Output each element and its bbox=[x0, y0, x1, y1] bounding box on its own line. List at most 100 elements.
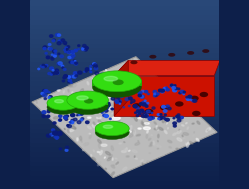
Ellipse shape bbox=[137, 134, 140, 136]
Ellipse shape bbox=[147, 116, 152, 119]
Bar bbox=[30, 33, 219, 38]
Bar bbox=[30, 165, 219, 170]
Ellipse shape bbox=[142, 90, 144, 92]
Ellipse shape bbox=[68, 79, 71, 82]
Ellipse shape bbox=[173, 125, 176, 127]
Ellipse shape bbox=[160, 105, 168, 110]
Ellipse shape bbox=[149, 145, 152, 147]
Ellipse shape bbox=[186, 123, 187, 124]
Ellipse shape bbox=[181, 90, 184, 93]
Ellipse shape bbox=[110, 89, 113, 91]
Ellipse shape bbox=[84, 99, 93, 104]
Ellipse shape bbox=[173, 122, 176, 125]
Ellipse shape bbox=[100, 73, 104, 76]
Ellipse shape bbox=[93, 86, 96, 89]
Ellipse shape bbox=[47, 134, 51, 137]
Ellipse shape bbox=[51, 114, 52, 116]
Ellipse shape bbox=[70, 106, 72, 107]
Ellipse shape bbox=[55, 53, 57, 54]
Ellipse shape bbox=[147, 102, 149, 104]
Ellipse shape bbox=[144, 115, 147, 117]
Ellipse shape bbox=[65, 149, 68, 151]
Ellipse shape bbox=[102, 82, 106, 84]
Ellipse shape bbox=[113, 79, 118, 81]
Ellipse shape bbox=[176, 148, 178, 149]
Ellipse shape bbox=[70, 121, 74, 124]
Ellipse shape bbox=[188, 95, 192, 98]
Ellipse shape bbox=[53, 133, 56, 135]
Ellipse shape bbox=[58, 108, 61, 112]
Ellipse shape bbox=[58, 40, 62, 43]
Bar bbox=[30, 118, 219, 123]
Bar bbox=[30, 66, 219, 71]
Bar bbox=[30, 109, 219, 113]
Ellipse shape bbox=[51, 74, 52, 75]
Ellipse shape bbox=[73, 60, 75, 61]
Ellipse shape bbox=[97, 78, 99, 80]
Ellipse shape bbox=[138, 92, 141, 94]
Ellipse shape bbox=[141, 121, 143, 124]
Bar bbox=[30, 137, 219, 142]
Ellipse shape bbox=[163, 87, 167, 90]
Ellipse shape bbox=[136, 84, 138, 85]
Bar bbox=[30, 156, 219, 161]
Ellipse shape bbox=[42, 64, 45, 66]
Bar bbox=[30, 170, 219, 175]
Ellipse shape bbox=[90, 98, 97, 101]
Ellipse shape bbox=[145, 109, 153, 114]
Ellipse shape bbox=[166, 118, 169, 121]
Ellipse shape bbox=[74, 49, 77, 52]
Ellipse shape bbox=[118, 85, 120, 87]
Ellipse shape bbox=[140, 103, 142, 105]
Ellipse shape bbox=[129, 134, 133, 137]
Ellipse shape bbox=[111, 121, 113, 125]
Polygon shape bbox=[114, 76, 214, 116]
Ellipse shape bbox=[45, 66, 46, 67]
Ellipse shape bbox=[77, 138, 78, 141]
Ellipse shape bbox=[68, 56, 71, 59]
Ellipse shape bbox=[136, 110, 140, 112]
Ellipse shape bbox=[109, 78, 110, 79]
Ellipse shape bbox=[153, 141, 155, 145]
Ellipse shape bbox=[54, 54, 57, 56]
Ellipse shape bbox=[62, 67, 64, 68]
Ellipse shape bbox=[197, 121, 200, 124]
Ellipse shape bbox=[104, 157, 108, 159]
Ellipse shape bbox=[143, 103, 144, 104]
Ellipse shape bbox=[88, 69, 91, 70]
Ellipse shape bbox=[74, 63, 77, 65]
Ellipse shape bbox=[94, 66, 97, 68]
Ellipse shape bbox=[164, 130, 167, 134]
Ellipse shape bbox=[171, 84, 173, 86]
Ellipse shape bbox=[71, 114, 75, 117]
Ellipse shape bbox=[183, 91, 186, 93]
Ellipse shape bbox=[98, 103, 102, 106]
Ellipse shape bbox=[117, 120, 121, 124]
Ellipse shape bbox=[145, 105, 148, 107]
Ellipse shape bbox=[68, 51, 72, 54]
Ellipse shape bbox=[98, 117, 100, 118]
Ellipse shape bbox=[127, 77, 133, 81]
Ellipse shape bbox=[100, 150, 102, 155]
Ellipse shape bbox=[147, 130, 148, 133]
Ellipse shape bbox=[116, 88, 118, 91]
Ellipse shape bbox=[97, 151, 100, 153]
Ellipse shape bbox=[180, 108, 183, 112]
Ellipse shape bbox=[38, 68, 40, 70]
Ellipse shape bbox=[98, 92, 101, 96]
Ellipse shape bbox=[95, 106, 97, 108]
Ellipse shape bbox=[125, 98, 129, 101]
Ellipse shape bbox=[119, 143, 122, 144]
Ellipse shape bbox=[63, 105, 66, 107]
Ellipse shape bbox=[50, 133, 54, 136]
Ellipse shape bbox=[183, 138, 185, 139]
Ellipse shape bbox=[109, 124, 113, 126]
Ellipse shape bbox=[67, 129, 69, 133]
Ellipse shape bbox=[99, 102, 102, 106]
Ellipse shape bbox=[130, 84, 133, 86]
Ellipse shape bbox=[98, 79, 101, 81]
Ellipse shape bbox=[157, 148, 159, 149]
Ellipse shape bbox=[160, 90, 163, 92]
Ellipse shape bbox=[124, 142, 125, 143]
Ellipse shape bbox=[104, 132, 111, 135]
